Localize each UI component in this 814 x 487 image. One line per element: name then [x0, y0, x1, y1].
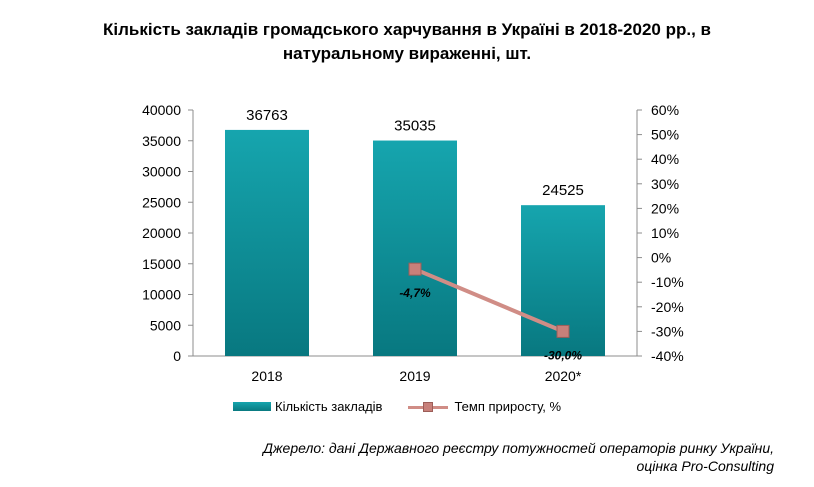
- data-labels: 36763 35035 24525 -4,7% -30,0%: [246, 107, 584, 362]
- axes: 0 5000 10000 15000 20000 25000 30000 35000 40000…: [142, 102, 684, 384]
- legend-item-line: Темп приросту, %: [408, 399, 561, 414]
- legend-line-label: Темп приросту, %: [454, 399, 562, 414]
- line-value-label: -30,0%: [544, 348, 582, 362]
- bar-series: [225, 129, 605, 356]
- bar-value-label: 24525: [542, 182, 584, 199]
- right-axis-tick-label: -10%: [651, 274, 684, 290]
- right-axis-tick-label: 60%: [651, 102, 679, 118]
- chart-title-line-1: Кількість закладів громадського харчуван…: [103, 20, 711, 39]
- left-axis-tick-label: 0: [173, 348, 181, 364]
- chart-title-line-2: натуральному вираженні, шт.: [282, 44, 532, 63]
- bar-value-label: 35035: [394, 118, 436, 135]
- right-axis-tick-label: -30%: [651, 323, 684, 339]
- x-axis-tick-label: 2020*: [545, 368, 582, 384]
- left-axis-tick-label: 25000: [142, 194, 181, 210]
- bar-value-label: 36763: [246, 107, 288, 124]
- legend-bar-swatch: [233, 402, 271, 411]
- legend-line-swatch: [408, 401, 449, 413]
- chart-title: Кількість закладів громадського харчуван…: [20, 18, 794, 66]
- x-axis-tick-label: 2019: [399, 368, 430, 384]
- x-axis-tick-label: 2018: [251, 368, 282, 384]
- right-axis-tick-label: 30%: [651, 176, 679, 192]
- right-axis-tick-label: -20%: [651, 299, 684, 315]
- growth-line: [414, 267, 564, 334]
- left-axis-tick-label: 15000: [142, 256, 181, 272]
- line-marker: [556, 324, 570, 338]
- bar: [225, 129, 309, 356]
- left-axis-tick-label: 35000: [142, 133, 181, 149]
- line-marker: [408, 262, 422, 276]
- bar: [373, 140, 457, 356]
- left-axis-tick-label: 20000: [142, 225, 181, 241]
- right-axis-tick-label: 50%: [651, 127, 679, 143]
- line-series: [408, 262, 570, 338]
- right-axis-tick-label: 0%: [651, 250, 671, 266]
- source-note: Джерело: дані Державного реєстру потужно…: [263, 439, 774, 475]
- line-value-label: -4,7%: [399, 286, 431, 300]
- left-axis-tick-label: 5000: [150, 317, 181, 333]
- right-axis-tick-label: 40%: [651, 151, 679, 167]
- left-axis-tick-label: 10000: [142, 287, 181, 303]
- legend-bar-label: Кількість закладів: [275, 399, 383, 414]
- right-axis-tick-label: 10%: [651, 225, 679, 241]
- source-line-2: оцінка Pro-Consulting: [636, 458, 775, 474]
- left-axis-tick-label: 40000: [142, 102, 181, 118]
- source-line-1: Джерело: дані Державного реєстру потужно…: [263, 440, 774, 456]
- legend-item-bars: Кількість закладів: [233, 399, 382, 414]
- legend: Кількість закладів Темп приросту, %: [233, 399, 587, 414]
- right-axis-tick-label: -40%: [651, 348, 684, 364]
- left-axis-tick-label: 30000: [142, 164, 181, 180]
- right-axis-tick-label: 20%: [651, 200, 679, 216]
